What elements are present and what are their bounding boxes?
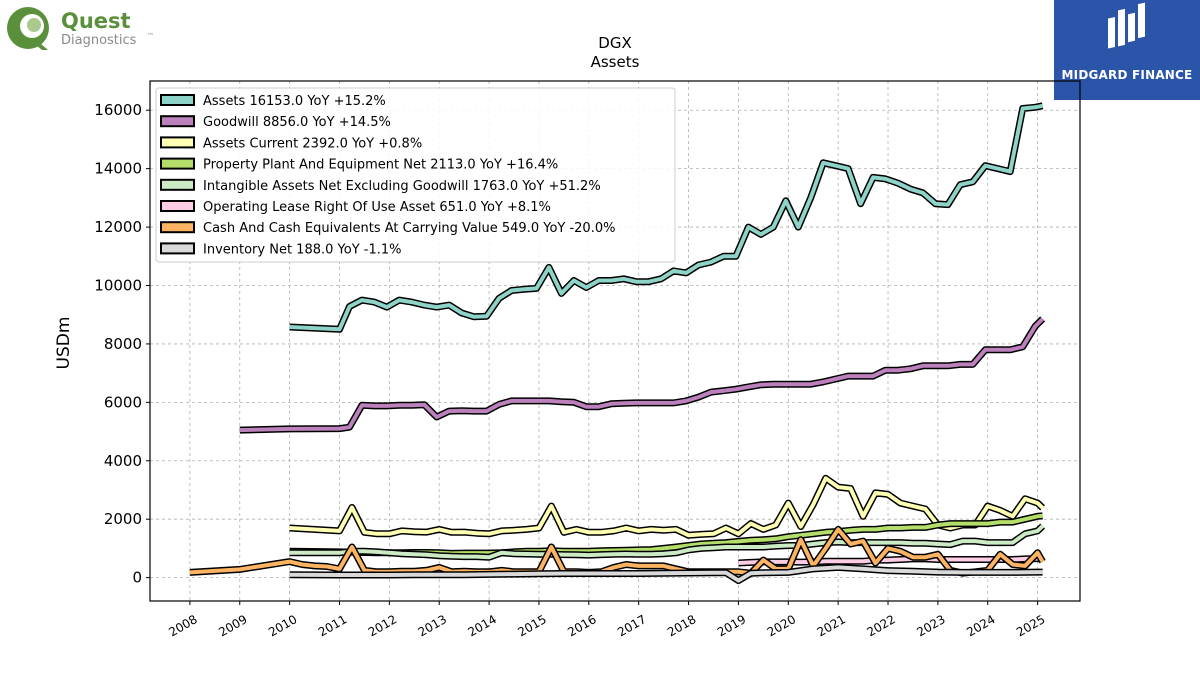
x-tick-label: 2017	[615, 612, 648, 639]
x-tick-label: 2019	[715, 612, 748, 639]
series-line	[239, 317, 1045, 433]
series-assets-current	[289, 474, 1045, 539]
x-tick-label: 2016	[565, 612, 598, 639]
legend-entry: Assets 16153.0 YoY +15.2%	[203, 94, 386, 109]
legend-entry: Cash And Cash Equivalents At Carrying Va…	[203, 221, 615, 236]
y-tick-label: 10000	[94, 276, 142, 294]
legend-swatch	[160, 242, 195, 255]
x-tick-label: 2020	[765, 612, 798, 639]
plot-frame	[149, 80, 1081, 602]
chart-title: DGX	[598, 34, 631, 52]
x-tick-label: 2023	[914, 612, 947, 639]
series-assets	[289, 102, 1044, 333]
y-tick-label: 16000	[94, 101, 142, 119]
y-axis-label: USDm	[54, 317, 74, 370]
series-line	[289, 476, 1044, 538]
x-tick-label: 2008	[166, 612, 199, 639]
x-tick-label: 2011	[316, 612, 349, 639]
x-tick-label: 2014	[466, 612, 499, 639]
midgard-finance-logo: MIDGARD FINANCE	[1054, 0, 1200, 100]
legend-entry: Intangible Assets Net Excluding Goodwill…	[203, 179, 601, 194]
y-tick-label: 4000	[104, 452, 142, 470]
x-tick-label: 2012	[366, 612, 399, 639]
legend-entry: Assets Current 2392.0 YoY +0.8%	[203, 136, 422, 151]
x-tick-label: 2021	[815, 612, 848, 639]
x-tick-label: 2024	[964, 612, 997, 639]
quest-logo-tm: ™	[147, 32, 154, 40]
x-tick-label: 2009	[216, 612, 249, 639]
legend-swatch	[160, 200, 195, 212]
legend-swatch	[160, 221, 195, 234]
chart-subtitle: Assets	[591, 53, 640, 71]
y-tick-label: 2000	[104, 510, 142, 528]
quest-logo-sub: Diagnostics	[61, 33, 137, 48]
series-property-plant-and-equipment-net	[289, 512, 1043, 557]
series-line	[289, 565, 1043, 583]
x-tick-label: 2010	[266, 612, 299, 639]
legend-entry: Operating Lease Right Of Use Asset 651.0…	[203, 200, 551, 215]
quest-logo-brand: Quest	[61, 9, 131, 33]
y-tick-label: 6000	[104, 393, 142, 411]
legend-entry: Property Plant And Equipment Net 2113.0 …	[203, 158, 558, 173]
x-tick-label: 2025	[1014, 612, 1047, 639]
series-intangible-assets-net-excluding-goodwill	[289, 523, 1046, 561]
legend-entry: Goodwill 8856.0 YoY +14.5%	[203, 115, 391, 130]
legend-swatch	[160, 157, 195, 170]
legend-entry: Inventory Net 188.0 YoY -1.1%	[203, 242, 402, 257]
series-inventory-net	[289, 563, 1043, 585]
x-tick-label: 2015	[515, 612, 548, 639]
midgard-logo-text: MIDGARD FINANCE	[1061, 68, 1193, 82]
quest-diagnostics-logo: Quest Diagnostics ™	[4, 4, 174, 52]
legend-swatch	[160, 136, 195, 149]
series-line	[289, 513, 1043, 556]
series-line	[289, 103, 1043, 332]
legend-swatch	[160, 115, 195, 128]
y-tick-label: 12000	[94, 218, 142, 236]
y-tick-label: 8000	[104, 335, 142, 353]
legend-swatch	[160, 94, 195, 106]
x-tick-label: 2018	[665, 612, 698, 639]
series-layer	[189, 102, 1046, 585]
x-tick-label: 2022	[864, 612, 897, 639]
series-line	[289, 524, 1044, 560]
x-tick-label: 2013	[416, 612, 449, 639]
quest-logo-mark-icon: Quest Diagnostics ™	[7, 7, 154, 50]
series-line-outline	[239, 316, 1046, 434]
y-tick-label: 0	[132, 569, 142, 587]
midgard-logo-mark-icon	[1108, 2, 1145, 49]
series-goodwill	[239, 316, 1046, 434]
legend-swatch	[160, 178, 195, 191]
legend: Assets 16153.0 YoY +15.2% Goodwill 8856.0…	[155, 87, 676, 263]
legend-box	[155, 87, 676, 263]
y-tick-label: 14000	[94, 160, 142, 178]
